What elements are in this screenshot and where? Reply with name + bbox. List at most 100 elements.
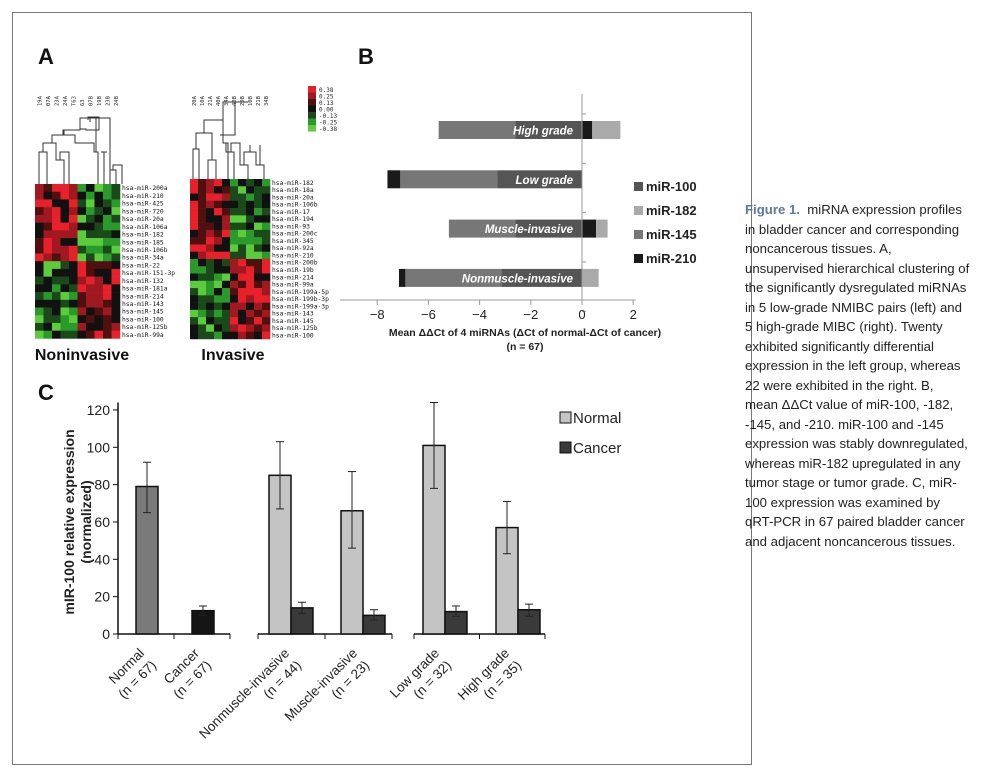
heatmap-cell: [103, 207, 112, 216]
x-tick-label: −4: [472, 307, 487, 322]
heatmap-cell: [86, 292, 95, 301]
heatmap-cell: [198, 309, 207, 318]
heatmap-cell: [111, 245, 121, 254]
heatmap-cell: [35, 184, 44, 193]
heatmap-cell: [111, 268, 121, 277]
heatmap-cell: [230, 229, 239, 238]
heatmap-cell: [35, 307, 44, 316]
heatmap-cell: [262, 309, 271, 318]
heatmap-cell: [206, 331, 215, 340]
heatmap-cell: [246, 193, 255, 202]
heatmap-cell: [69, 292, 78, 301]
heatmap-cell: [43, 253, 53, 262]
heatmap-cell: [206, 288, 215, 296]
heatmap-cell: [214, 208, 223, 216]
heatmap-cell: [222, 324, 231, 332]
x-tick-label: −2: [523, 307, 538, 322]
heatmap-cell: [190, 229, 199, 238]
row-label: hsa-miR-17: [272, 209, 310, 216]
heatmap-cell: [230, 186, 239, 194]
heatmap-cell: [222, 179, 231, 187]
row-label: hsa-miR-143: [272, 311, 314, 318]
heatmap-cell: [35, 276, 44, 285]
heatmap-cell: [254, 317, 263, 325]
heatmap-cell: [262, 179, 271, 187]
heatmap-cell: [94, 222, 104, 231]
heatmap-cell: [222, 222, 231, 231]
heatmap-cell: [94, 315, 104, 324]
sample-label: 07A: [46, 95, 52, 106]
heatmap-cell: [198, 186, 207, 194]
heatmap-cell: [262, 324, 271, 332]
heatmap-cell: [246, 237, 255, 245]
heatmap-cell: [230, 288, 239, 296]
sample-label: 19B: [97, 95, 103, 106]
heatmap-cell: [60, 184, 70, 193]
heatmap-cell: [238, 288, 247, 296]
heatmap-cell: [190, 302, 199, 311]
heatmap-cell: [94, 330, 104, 339]
heatmap-cell: [77, 184, 87, 193]
heatmap-invasive: hsa-miR-182hsa-miR-18ahsa-miR-20ahsa-miR…: [190, 95, 329, 339]
heatmap-cell: [262, 193, 271, 202]
heatmap-cell: [238, 179, 247, 187]
heatmap-cell: [77, 292, 87, 301]
row-label: hsa-miR-106b: [272, 202, 318, 209]
heatmap-cell: [206, 179, 215, 187]
heatmap-cell: [35, 222, 44, 231]
heatmap-cell: [198, 193, 207, 202]
bar-segment-mir-145: [400, 170, 498, 189]
heatmap-cell: [103, 214, 112, 223]
row-label: hsa-miR-92a: [272, 245, 314, 252]
heatmap-panel: hsa-miR-200ahsa-miR-210hsa-miR-425hsa-mi…: [35, 86, 337, 364]
heatmap-cell: [238, 208, 247, 216]
heatmap-cell: [198, 302, 207, 311]
heatmap-cell: [238, 309, 247, 318]
heatmap-cell: [86, 199, 95, 208]
heatmap-cell: [60, 199, 70, 208]
heatmap-cell: [238, 331, 247, 340]
heatmap-cell: [214, 331, 223, 340]
panel-label-a: A: [38, 44, 54, 69]
heatmap-cell: [43, 268, 53, 277]
heatmap-cell: [35, 245, 44, 254]
caption-label: Figure 1.: [745, 202, 800, 217]
row-label: hsa-miR-20a: [122, 216, 164, 223]
heatmap-cell: [103, 261, 112, 270]
heatmap-cell: [35, 238, 44, 247]
heatmap-cell: [206, 302, 215, 311]
heatmap-cell: [230, 317, 239, 325]
heatmap-cell: [262, 208, 271, 216]
scale-tick: 0.38: [319, 87, 334, 94]
x-category-label: Nonmuscle-invasive(n = 44): [196, 646, 304, 742]
bar-segment-mir-210: [398, 268, 406, 287]
heatmap-cell: [214, 317, 223, 325]
heatmap-cell: [254, 186, 263, 194]
sample-label: 10B: [248, 95, 254, 106]
scale-tick: -0.25: [319, 120, 337, 127]
heatmap-cell: [230, 309, 239, 318]
heatmap-cell: [198, 244, 207, 252]
dendrogram-left: [38, 116, 123, 184]
row-label: hsa-miR-106a: [122, 224, 168, 231]
row-label: hsa-miR-34a: [122, 255, 164, 262]
heatmap-cell: [198, 251, 207, 260]
heatmap-cell: [206, 251, 215, 260]
legend-label: miR-100: [646, 179, 697, 194]
heatmap-cell: [222, 302, 231, 311]
category-label: Low grade: [516, 175, 574, 187]
heatmap-cell: [262, 186, 271, 194]
sample-label: 40B: [232, 95, 238, 106]
row-label: hsa-miR-200c: [272, 231, 318, 238]
heatmap-cell: [230, 295, 239, 303]
heatmap-cell: [222, 237, 231, 245]
heatmap-cell: [111, 222, 121, 231]
heatmap-cell: [69, 199, 78, 208]
scale-swatch: [308, 125, 316, 132]
row-label: hsa-miR-22: [122, 262, 160, 269]
heatmap-cell: [222, 266, 231, 274]
heatmap-cell: [190, 258, 199, 267]
sample-label: 24B: [114, 95, 120, 106]
heatmap-cell: [77, 238, 87, 247]
bar-segment-mir-100: [515, 219, 582, 238]
